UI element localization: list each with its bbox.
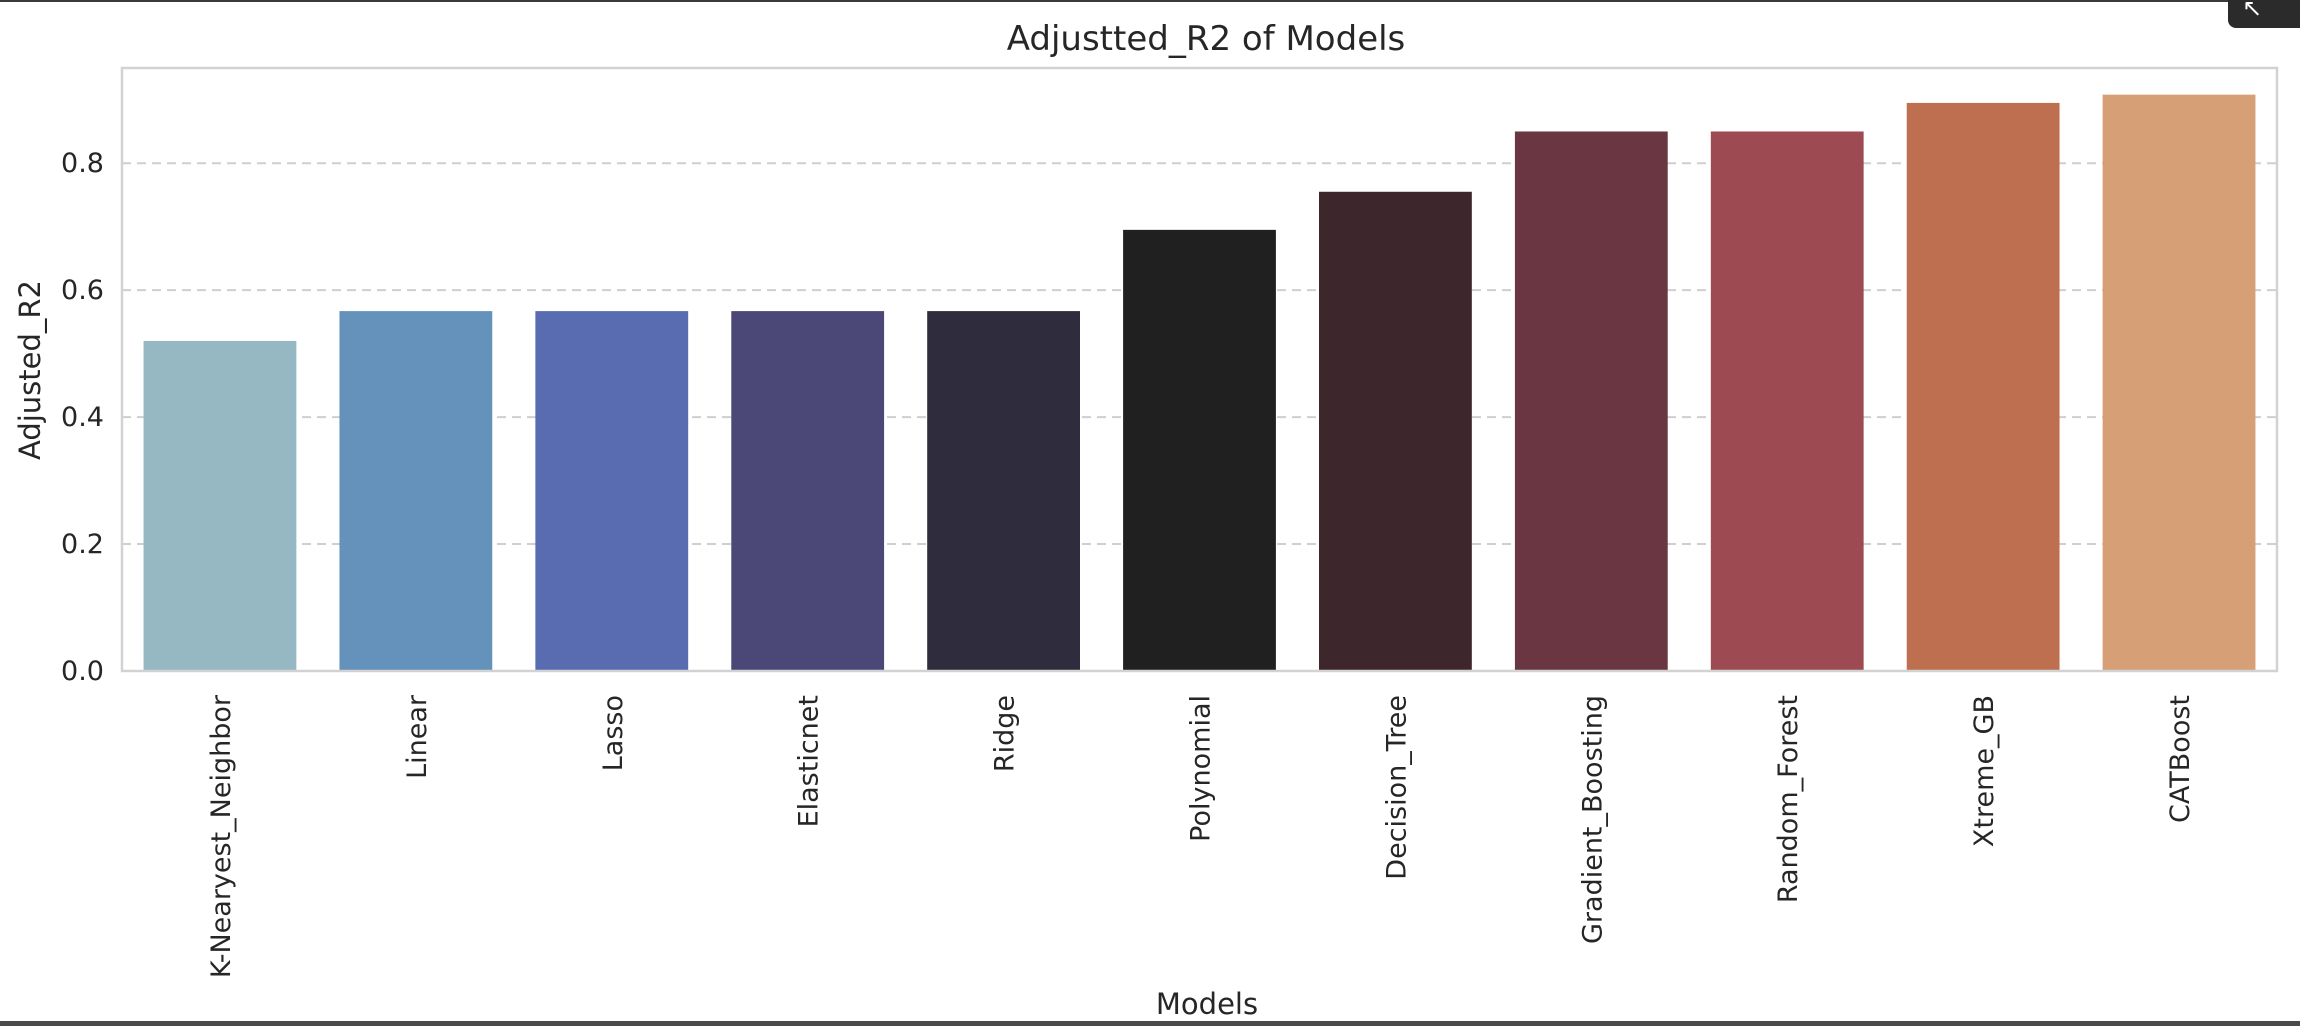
y-tick-label: 0.4 — [61, 402, 104, 433]
x-tick-label: Random_Forest — [1773, 695, 1804, 903]
x-tick-label: Lasso — [598, 695, 629, 771]
y-tick-label: 0.8 — [61, 148, 104, 179]
y-tick-label: 0.0 — [61, 656, 104, 687]
bar-xtreme-gb — [1906, 102, 2060, 672]
y-tick-labels: 0.0 0.2 0.4 0.6 0.8 — [61, 148, 104, 687]
bar-gradient-boosting — [1514, 131, 1668, 671]
bar-elasticnet — [731, 311, 885, 671]
x-tick-label: Xtreme_GB — [1969, 695, 2000, 847]
y-tick-label: 0.2 — [61, 529, 104, 560]
x-axis-label: Models — [1156, 987, 1258, 1021]
bar-ridge — [927, 311, 1080, 671]
bar-lasso — [535, 311, 689, 671]
x-tick-label: Decision_Tree — [1381, 695, 1412, 880]
x-tick-label: Gradient_Boosting — [1577, 695, 1608, 944]
bar-polynomial — [1123, 229, 1276, 671]
x-tick-label: K-Nearyest_Neighbor — [206, 694, 237, 978]
chart-title: Adjustted_R2 of Models — [1007, 19, 1406, 59]
expand-button[interactable]: ↖ — [2228, 0, 2300, 28]
expand-icon: ↖ — [2242, 0, 2263, 22]
bars — [143, 94, 2256, 672]
bar-catboost — [2102, 94, 2256, 672]
y-tick-label: 0.6 — [61, 275, 104, 306]
plot-area-border — [120, 66, 2279, 673]
bar-random-forest — [1710, 131, 1864, 671]
x-tick-label: Polynomial — [1186, 695, 1217, 842]
x-tick-label: Elasticnet — [794, 695, 825, 827]
bar-linear — [339, 311, 493, 671]
x-tick-label: Linear — [402, 694, 433, 779]
x-tick-labels: K-Nearyest_Neighbor Linear Lasso Elasticnet… — [206, 694, 2196, 978]
x-tick-label: CATBoost — [2165, 695, 2196, 823]
bar-decision-tree — [1319, 191, 1472, 671]
y-axis-label: Adjusted_R2 — [13, 280, 47, 460]
x-tick-label: Ridge — [990, 695, 1021, 772]
bar-k-nearyest-neighbor — [143, 340, 297, 671]
